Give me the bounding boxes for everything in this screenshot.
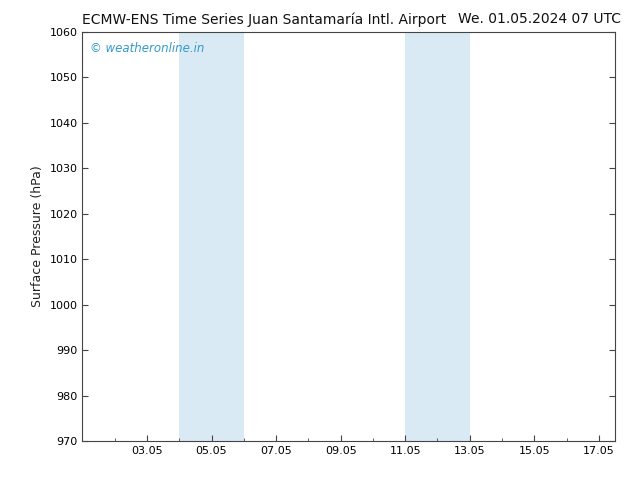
Text: ECMW-ENS Time Series Juan Santamaría Intl. Airport: ECMW-ENS Time Series Juan Santamaría Int… bbox=[82, 12, 447, 27]
Y-axis label: Surface Pressure (hPa): Surface Pressure (hPa) bbox=[31, 166, 44, 307]
Text: © weatheronline.in: © weatheronline.in bbox=[91, 42, 205, 55]
Bar bbox=[405, 32, 470, 441]
Bar bbox=[179, 32, 244, 441]
Text: We. 01.05.2024 07 UTC: We. 01.05.2024 07 UTC bbox=[458, 12, 621, 26]
